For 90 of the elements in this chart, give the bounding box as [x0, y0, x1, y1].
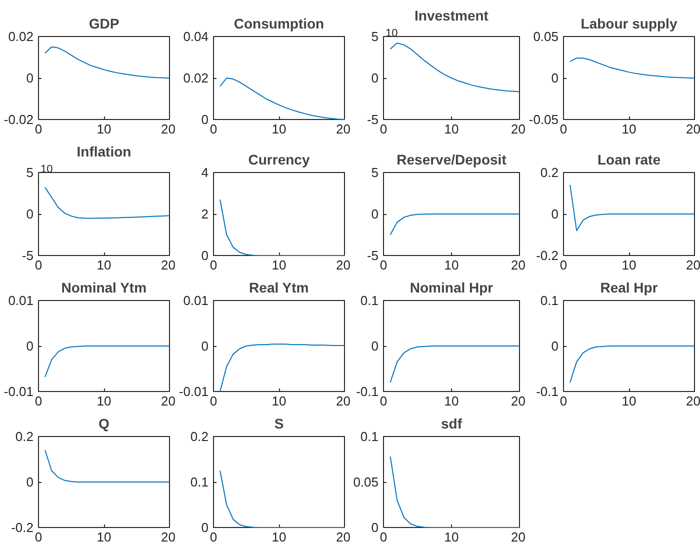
y-tick-label: 0.04 [183, 29, 209, 44]
y-tick-label: 2 [201, 206, 209, 222]
chart-title: Nominal Hpr [410, 280, 494, 296]
x-tick-label: 20 [161, 530, 176, 544]
x-tick-label: 20 [686, 258, 700, 272]
y-tick-label: 0 [26, 70, 34, 86]
x-tick-label: 20 [161, 258, 176, 272]
y-tick-label: 0 [371, 520, 379, 535]
x-tick-label: 20 [511, 122, 526, 136]
chart-title: Nominal Ytm [61, 280, 147, 296]
x-tick-label: 10 [272, 394, 286, 408]
y-tick-label: -0.02 [4, 112, 34, 127]
chart-title: Consumption [234, 16, 324, 32]
x-tick-label: 10 [272, 530, 286, 544]
y-tick-label: 5 [26, 165, 34, 180]
chart-title: Q [98, 416, 110, 432]
y-tick-label: -5 [366, 248, 379, 263]
y-tick-label: 0.2 [190, 429, 209, 444]
chart-title: GDP [88, 16, 120, 32]
x-tick-label: 10 [272, 122, 286, 136]
x-tick-label: 10 [622, 258, 636, 272]
y-tick-label: 0.01 [8, 293, 34, 308]
y-tick-label: 0.1 [360, 429, 379, 444]
y-tick-label: 0 [371, 206, 379, 222]
y-tick-label: -0.05 [528, 112, 559, 127]
y-tick-label: 0.02 [183, 70, 209, 86]
y-tick-label: -0.01 [178, 384, 209, 399]
chart-title: sdf [441, 416, 462, 432]
y-tick-label: 0 [201, 112, 209, 127]
y-tick-label: 0.2 [15, 429, 34, 444]
y-tick-label: 0 [551, 338, 559, 354]
x-tick-label: 10 [622, 394, 636, 408]
y-tick-label: 0 [201, 338, 209, 354]
y-tick-label: 0 [371, 338, 379, 354]
x-tick-label: 10 [444, 530, 459, 544]
x-tick-label: 10 [96, 530, 112, 544]
y-tick-label: -0.01 [4, 384, 34, 399]
y-tick-label: 0 [371, 70, 379, 86]
y-tick-label: 0 [551, 70, 559, 86]
x-tick-label: 20 [336, 394, 351, 408]
y-tick-label: -0.2 [11, 520, 34, 535]
x-tick-label: 20 [336, 122, 351, 136]
chart-title: Loan rate [597, 152, 661, 168]
x-tick-label: 20 [686, 122, 700, 136]
y-tick-label: 5 [371, 29, 379, 44]
x-tick-label: 10 [622, 122, 636, 136]
x-tick-label: 10 [444, 258, 459, 272]
y-tick-label: 4 [201, 165, 209, 180]
y-tick-label: 0.1 [540, 293, 559, 308]
x-tick-label: 20 [686, 394, 700, 408]
x-tick-label: 10 [444, 122, 459, 136]
y-tick-label: 0 [201, 248, 209, 263]
y-tick-label: 0.02 [8, 29, 34, 44]
y-tick-label: -0.1 [536, 384, 559, 399]
chart-title: Inflation [76, 144, 132, 160]
y-tick-label: 0 [26, 338, 34, 354]
y-tick-label: -5 [366, 112, 379, 127]
chart-title: Reserve/Deposit [396, 152, 507, 168]
x-tick-label: 20 [336, 258, 351, 272]
x-tick-label: 20 [161, 394, 176, 408]
x-tick-label: 20 [511, 258, 526, 272]
chart-title: Labour supply [580, 16, 678, 32]
y-tick-label: 0.2 [540, 165, 559, 180]
x-tick-label: 20 [511, 530, 526, 544]
x-tick-label: 20 [511, 394, 526, 408]
chart-title: Currency [248, 152, 310, 168]
y-tick-label: 0 [201, 520, 209, 535]
y-tick-label: 0.1 [190, 474, 209, 490]
y-tick-label: 0.01 [183, 293, 209, 308]
x-tick-label: 10 [96, 394, 112, 408]
y-tick-label: 0.05 [533, 29, 559, 44]
x-tick-label: 10 [444, 394, 459, 408]
y-tick-label: 0.1 [360, 293, 379, 308]
y-tick-label: -0.2 [536, 248, 559, 263]
y-tick-label: 0.05 [353, 474, 379, 490]
x-tick-label: 10 [272, 258, 286, 272]
x-tick-label: 20 [336, 530, 351, 544]
chart-title: Real Ytm [249, 280, 309, 296]
y-tick-label: -0.1 [356, 384, 379, 399]
y-tick-label: 0 [26, 206, 34, 222]
y-tick-label: 5 [371, 165, 379, 180]
chart-title: S [274, 416, 284, 432]
x-tick-label: 20 [161, 122, 176, 136]
x-tick-label: 10 [96, 258, 112, 272]
chart-title: Investment [414, 8, 489, 24]
x-tick-label: 10 [96, 122, 112, 136]
y-tick-label: 0 [26, 474, 34, 490]
y-tick-label: -5 [22, 248, 34, 263]
chart-title: Real Hpr [600, 280, 658, 296]
y-tick-label: 0 [551, 206, 559, 222]
